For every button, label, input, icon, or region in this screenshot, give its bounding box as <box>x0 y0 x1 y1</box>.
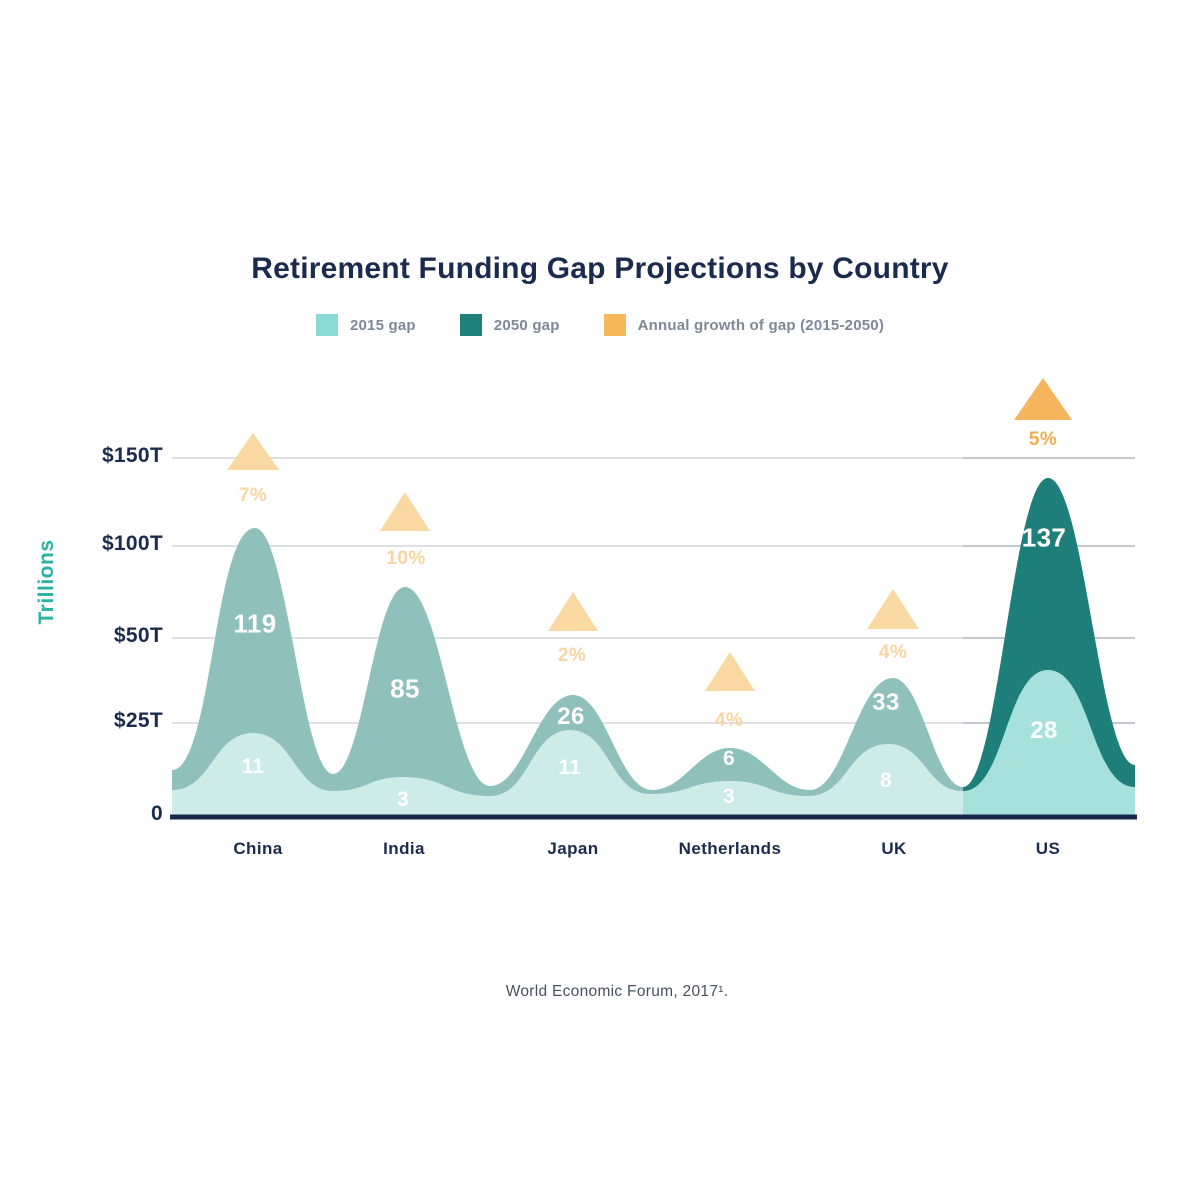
growth-triangle-netherlands <box>705 652 755 691</box>
y-tick-0: 0 <box>151 802 163 825</box>
legend-item-2050-gap: 2050 gap <box>459 314 560 336</box>
y-tick-50t: $50T <box>113 624 163 647</box>
growth-label-india: 10% <box>386 548 426 569</box>
value-2015-us: 28 <box>1030 717 1058 744</box>
x-label-china: China <box>233 839 283 858</box>
value-2050-us: 137 <box>1021 522 1067 553</box>
growth-triangle-china <box>227 433 279 470</box>
value-2015-china: 11 <box>241 755 265 778</box>
y-tick-25t: $25T <box>113 709 163 732</box>
value-2015-uk: 8 <box>879 769 893 792</box>
growth-label-netherlands: 4% <box>714 710 744 731</box>
value-2050-china: 119 <box>233 608 277 639</box>
growth-triangle-uk <box>867 589 919 629</box>
value-2050-japan: 26 <box>557 703 585 730</box>
growth-label-japan: 2% <box>557 645 587 666</box>
x-label-japan: Japan <box>547 839 599 858</box>
legend-label-annual-growth: Annual growth of gap (2015-2050) <box>637 316 885 334</box>
x-label-us: US <box>1035 839 1061 858</box>
area-2015-gap <box>172 730 963 816</box>
value-2050-uk: 33 <box>872 689 900 716</box>
legend-swatch-annual-growth <box>603 314 626 336</box>
area-2015-gap-us <box>963 670 1135 816</box>
x-label-india: India <box>383 839 425 858</box>
growth-triangle-india <box>380 492 430 531</box>
x-label-netherlands: Netherlands <box>678 839 782 858</box>
y-tick-150t: $150T <box>101 444 163 467</box>
legend-swatch-2015-gap <box>315 314 338 336</box>
value-2015-india: 3 <box>396 788 410 811</box>
growth-label-china: 7% <box>238 485 268 506</box>
legend-label-2015-gap: 2015 gap <box>349 316 416 334</box>
legend-item-2015-gap: 2015 gap <box>315 314 416 336</box>
legend-item-annual-growth: Annual growth of gap (2015-2050) <box>603 314 885 336</box>
y-tick-100t: $100T <box>101 532 163 555</box>
chart-title: Retirement Funding Gap Projections by Co… <box>251 252 949 285</box>
legend-swatch-2050-gap <box>459 314 482 336</box>
value-2015-japan: 11 <box>558 756 582 779</box>
area-2050-gap <box>172 528 963 816</box>
legend: 2015 gap 2050 gap Annual growth of gap (… <box>0 314 1200 336</box>
growth-triangle-japan <box>548 592 598 631</box>
value-2015-netherlands: 3 <box>722 785 736 808</box>
source-citation: World Economic Forum, 2017¹. <box>505 983 729 1000</box>
value-2050-netherlands: 6 <box>722 747 736 770</box>
growth-label-us: 5% <box>1028 429 1058 450</box>
growth-triangle-us <box>1014 378 1072 420</box>
value-2050-india: 85 <box>390 673 420 704</box>
x-label-uk: UK <box>881 839 907 858</box>
legend-label-2050-gap: 2050 gap <box>493 316 560 334</box>
chart-plot-area <box>170 378 1137 820</box>
gridlines <box>172 457 1135 724</box>
growth-label-uk: 4% <box>878 642 908 663</box>
growth-markers <box>227 378 1072 691</box>
